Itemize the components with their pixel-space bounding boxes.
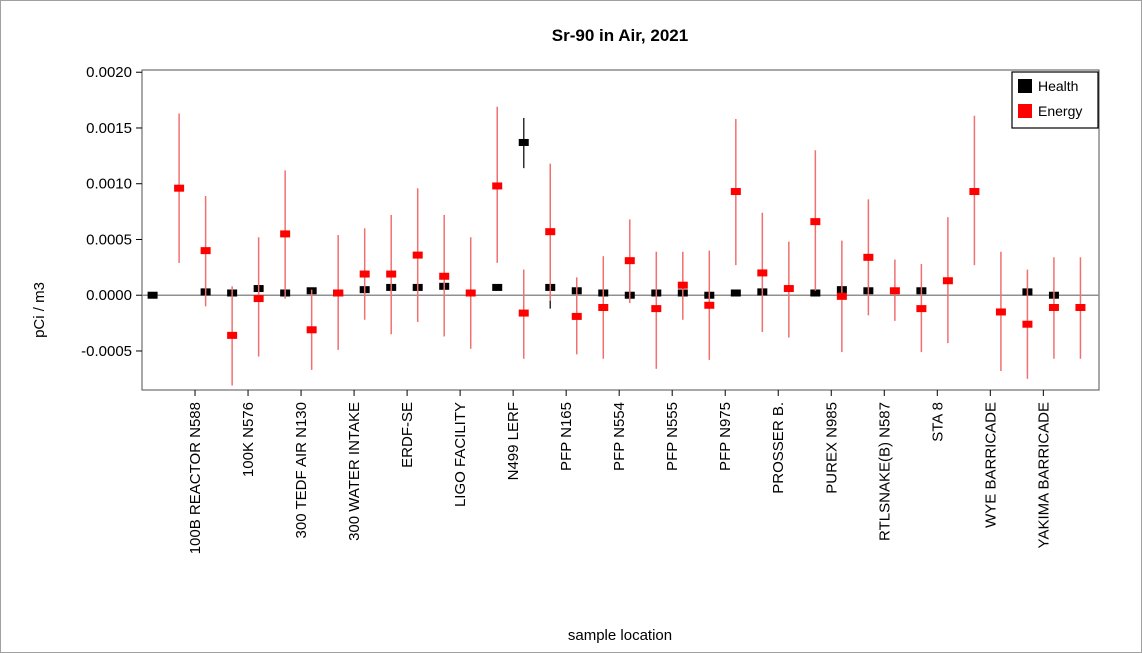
point-energy bbox=[492, 182, 503, 190]
point-energy bbox=[730, 188, 741, 196]
legend-label-energy: Energy bbox=[1038, 103, 1082, 119]
x-tick-label: PFP N975 bbox=[717, 402, 734, 471]
point-energy bbox=[465, 289, 476, 297]
legend-swatch-energy bbox=[1018, 104, 1032, 118]
point-energy bbox=[757, 269, 768, 277]
point-energy bbox=[280, 230, 291, 238]
legend-swatch-health bbox=[1018, 79, 1032, 93]
point-energy bbox=[412, 251, 423, 259]
x-tick-label: PROSSER B. bbox=[770, 402, 787, 494]
point-energy bbox=[1048, 303, 1059, 311]
point-energy bbox=[253, 295, 264, 303]
x-tick-label: 300 TEDF AIR N130 bbox=[293, 402, 310, 538]
point-energy bbox=[863, 253, 874, 261]
x-tick-label: WYE BARRICADE bbox=[982, 402, 999, 528]
x-tick-label: PFP N554 bbox=[611, 402, 628, 471]
point-energy bbox=[889, 287, 900, 295]
point-health bbox=[730, 289, 741, 297]
point-energy bbox=[624, 257, 635, 265]
y-tick-label: 0.0005 bbox=[86, 231, 132, 248]
x-tick-label: RTLSNAKE(B) N587 bbox=[876, 402, 893, 541]
point-energy bbox=[995, 308, 1006, 316]
plot-area bbox=[141, 69, 1100, 391]
point-energy bbox=[969, 188, 980, 196]
point-energy bbox=[333, 289, 344, 297]
point-energy bbox=[942, 277, 953, 285]
data-marks bbox=[147, 106, 1086, 386]
point-energy bbox=[386, 270, 397, 278]
point-energy bbox=[306, 326, 317, 334]
x-axis-ticks: 100B REACTOR N588 100K N576 300 TEDF AIR N… bbox=[187, 390, 1052, 554]
point-energy bbox=[916, 305, 927, 313]
point-health bbox=[810, 289, 821, 297]
point-energy bbox=[598, 303, 609, 311]
x-tick-label: ERDF-SE bbox=[399, 402, 416, 468]
point-health bbox=[518, 138, 529, 146]
point-energy bbox=[545, 228, 556, 236]
x-tick-label: YAKIMA BARRICADE bbox=[1035, 402, 1052, 548]
point-energy bbox=[651, 305, 662, 313]
series-energy bbox=[174, 106, 1086, 386]
y-tick-label: 0.0000 bbox=[86, 287, 132, 304]
y-axis-ticks: -0.0005 0.0000 0.0005 0.0010 0.0015 0.0020 bbox=[81, 64, 142, 360]
x-tick-label: PUREX N985 bbox=[823, 402, 840, 494]
y-tick-label: 0.0020 bbox=[86, 64, 132, 81]
point-energy bbox=[439, 272, 450, 280]
point-energy bbox=[227, 331, 238, 339]
legend-label-health: Health bbox=[1038, 78, 1078, 94]
y-tick-label: 0.0010 bbox=[86, 176, 132, 193]
chart-title: Sr-90 in Air, 2021 bbox=[552, 26, 688, 45]
x-tick-label: LIGO FACILITY bbox=[452, 402, 469, 507]
point-energy bbox=[677, 281, 688, 289]
x-axis-label: sample location bbox=[568, 627, 672, 644]
x-tick-label: N499 LERF bbox=[505, 402, 522, 480]
point-energy bbox=[359, 270, 370, 278]
point-energy bbox=[1075, 303, 1086, 311]
point-energy bbox=[836, 292, 847, 300]
point-energy bbox=[571, 312, 582, 320]
point-energy bbox=[704, 301, 715, 309]
point-health bbox=[492, 283, 503, 291]
point-energy bbox=[810, 218, 821, 226]
point-energy bbox=[518, 309, 529, 317]
x-tick-label: PFP N165 bbox=[558, 402, 575, 471]
y-tick-label: 0.0015 bbox=[86, 120, 132, 137]
x-tick-label: STA 8 bbox=[929, 402, 946, 442]
point-energy bbox=[1022, 320, 1033, 328]
x-tick-label: 300 WATER INTAKE bbox=[346, 402, 363, 541]
legend: Health Energy bbox=[1011, 71, 1099, 129]
x-tick-label: 100B REACTOR N588 bbox=[187, 402, 204, 554]
point-energy bbox=[783, 285, 794, 293]
y-axis-label: pCi / m3 bbox=[31, 282, 48, 338]
x-tick-label: PFP N555 bbox=[664, 402, 681, 471]
y-tick-label: -0.0005 bbox=[81, 343, 132, 360]
x-tick-label: 100K N576 bbox=[240, 402, 257, 477]
point-energy bbox=[200, 247, 211, 255]
point-energy bbox=[174, 184, 185, 192]
point-health bbox=[147, 291, 158, 299]
